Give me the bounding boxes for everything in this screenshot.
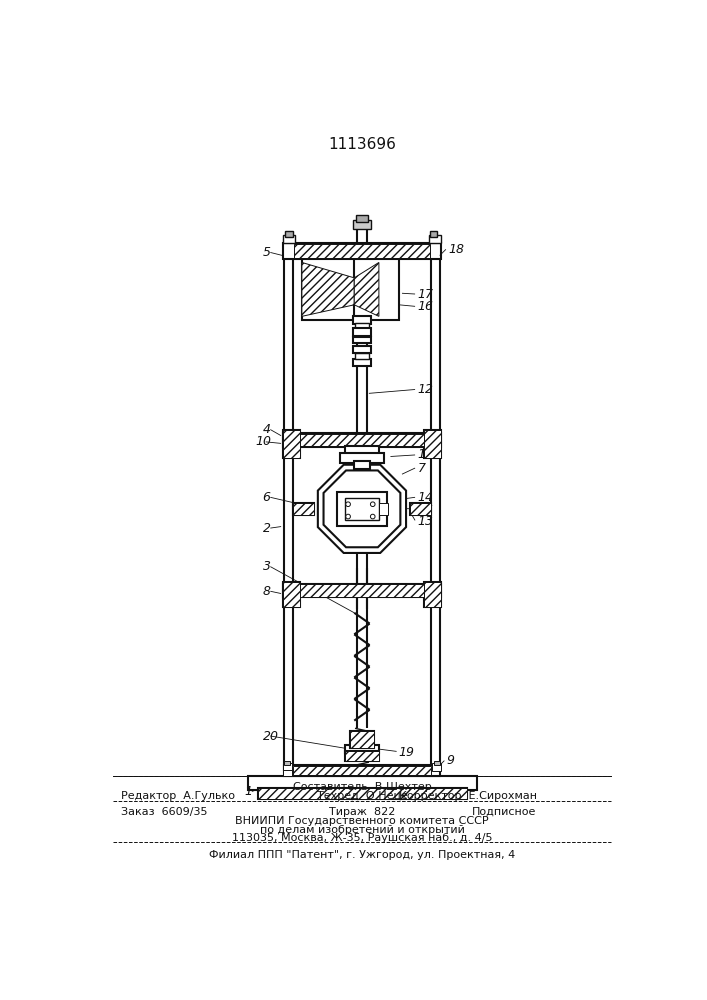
Text: 7: 7 [417, 462, 426, 475]
Circle shape [346, 514, 351, 519]
Text: 10: 10 [255, 435, 271, 448]
Bar [345, 498, 379, 520]
Bar [340, 453, 383, 463]
Bar [283, 763, 292, 771]
Bar [345, 751, 379, 761]
Text: 20: 20 [262, 730, 279, 742]
Text: 15: 15 [417, 504, 433, 517]
Text: 8: 8 [262, 585, 271, 598]
Text: 2: 2 [262, 522, 271, 535]
Bar [284, 761, 291, 765]
Text: 16: 16 [417, 300, 433, 313]
Text: 13: 13 [417, 515, 433, 528]
Text: 18: 18 [448, 243, 464, 256]
Text: 14: 14 [417, 491, 433, 504]
Bar [353, 328, 371, 336]
Bar [293, 503, 314, 515]
Text: 1113696: 1113696 [328, 137, 396, 152]
Circle shape [370, 514, 375, 519]
Bar [424, 430, 441, 458]
Bar [424, 430, 441, 458]
Bar [353, 220, 371, 229]
Polygon shape [324, 470, 400, 547]
Bar [283, 582, 300, 607]
Text: Филиал ППП "Патент", г. Ужгород, ул. Проектная, 4: Филиал ППП "Патент", г. Ужгород, ул. Про… [209, 850, 515, 860]
Bar [283, 770, 292, 776]
Bar [283, 430, 300, 458]
Bar [409, 503, 431, 515]
Text: 19: 19 [398, 746, 414, 759]
Text: 113035, Москва, Ж-35, Раушская наб., д. 4/5: 113035, Москва, Ж-35, Раушская наб., д. … [232, 833, 492, 843]
Text: по делам изобретений и открытий: по делам изобретений и открытий [259, 825, 464, 835]
Bar [345, 446, 379, 455]
Text: ВНИИПИ Государственного комитета СССР: ВНИИПИ Государственного комитета СССР [235, 816, 489, 826]
Bar [285, 231, 293, 237]
Bar [283, 584, 441, 597]
Bar [345, 751, 379, 761]
Bar [355, 323, 369, 329]
Bar [345, 745, 379, 753]
Bar [353, 337, 371, 343]
Text: 3: 3 [262, 560, 271, 573]
Bar [283, 430, 300, 458]
Bar [354, 461, 370, 469]
Text: 17: 17 [417, 288, 433, 301]
Bar [424, 582, 441, 607]
Bar [283, 235, 295, 243]
Bar [353, 346, 371, 353]
Circle shape [346, 502, 351, 507]
Bar [302, 259, 357, 320]
Polygon shape [318, 465, 406, 553]
Bar [353, 359, 371, 366]
Bar [354, 259, 399, 320]
Circle shape [370, 502, 375, 507]
Text: 12: 12 [417, 383, 433, 396]
Bar [293, 503, 314, 515]
Bar [350, 731, 374, 748]
Bar [248, 776, 477, 790]
Bar [355, 353, 369, 359]
Text: Подписное: Подписное [472, 807, 537, 817]
Bar [432, 763, 441, 771]
Bar [294, 244, 430, 258]
Bar [353, 316, 371, 324]
Bar [293, 766, 431, 775]
Bar [337, 492, 387, 526]
Bar [424, 582, 441, 607]
Text: Техред  О.Неце: Техред О.Неце [317, 791, 407, 801]
Bar [409, 503, 431, 515]
Text: 1: 1 [244, 785, 252, 798]
Text: 9: 9 [447, 754, 455, 767]
Text: 11: 11 [417, 448, 433, 461]
Bar [433, 761, 440, 765]
Bar [294, 584, 430, 597]
Bar [350, 731, 374, 748]
Bar [379, 503, 388, 515]
Bar [283, 582, 300, 607]
Text: 5: 5 [262, 246, 271, 259]
Text: 6: 6 [262, 491, 271, 504]
Bar [283, 243, 441, 259]
Text: Заказ  6609/35: Заказ 6609/35 [121, 807, 207, 817]
Text: Составитель  В.Шехтер: Составитель В.Шехтер [293, 782, 431, 792]
Text: Корректор  Е.Сирохман: Корректор Е.Сирохман [399, 791, 537, 801]
Bar [284, 765, 440, 776]
Bar [258, 788, 467, 799]
Polygon shape [302, 262, 354, 316]
Bar [356, 215, 368, 222]
Bar [294, 434, 430, 446]
Bar [258, 788, 467, 799]
Bar [283, 433, 441, 447]
Text: 4: 4 [262, 423, 271, 436]
Bar [429, 235, 441, 243]
Text: Тираж  822: Тираж 822 [329, 807, 395, 817]
Polygon shape [354, 262, 379, 316]
Bar [430, 231, 438, 237]
Text: Редактор  А.Гулько: Редактор А.Гулько [121, 791, 235, 801]
